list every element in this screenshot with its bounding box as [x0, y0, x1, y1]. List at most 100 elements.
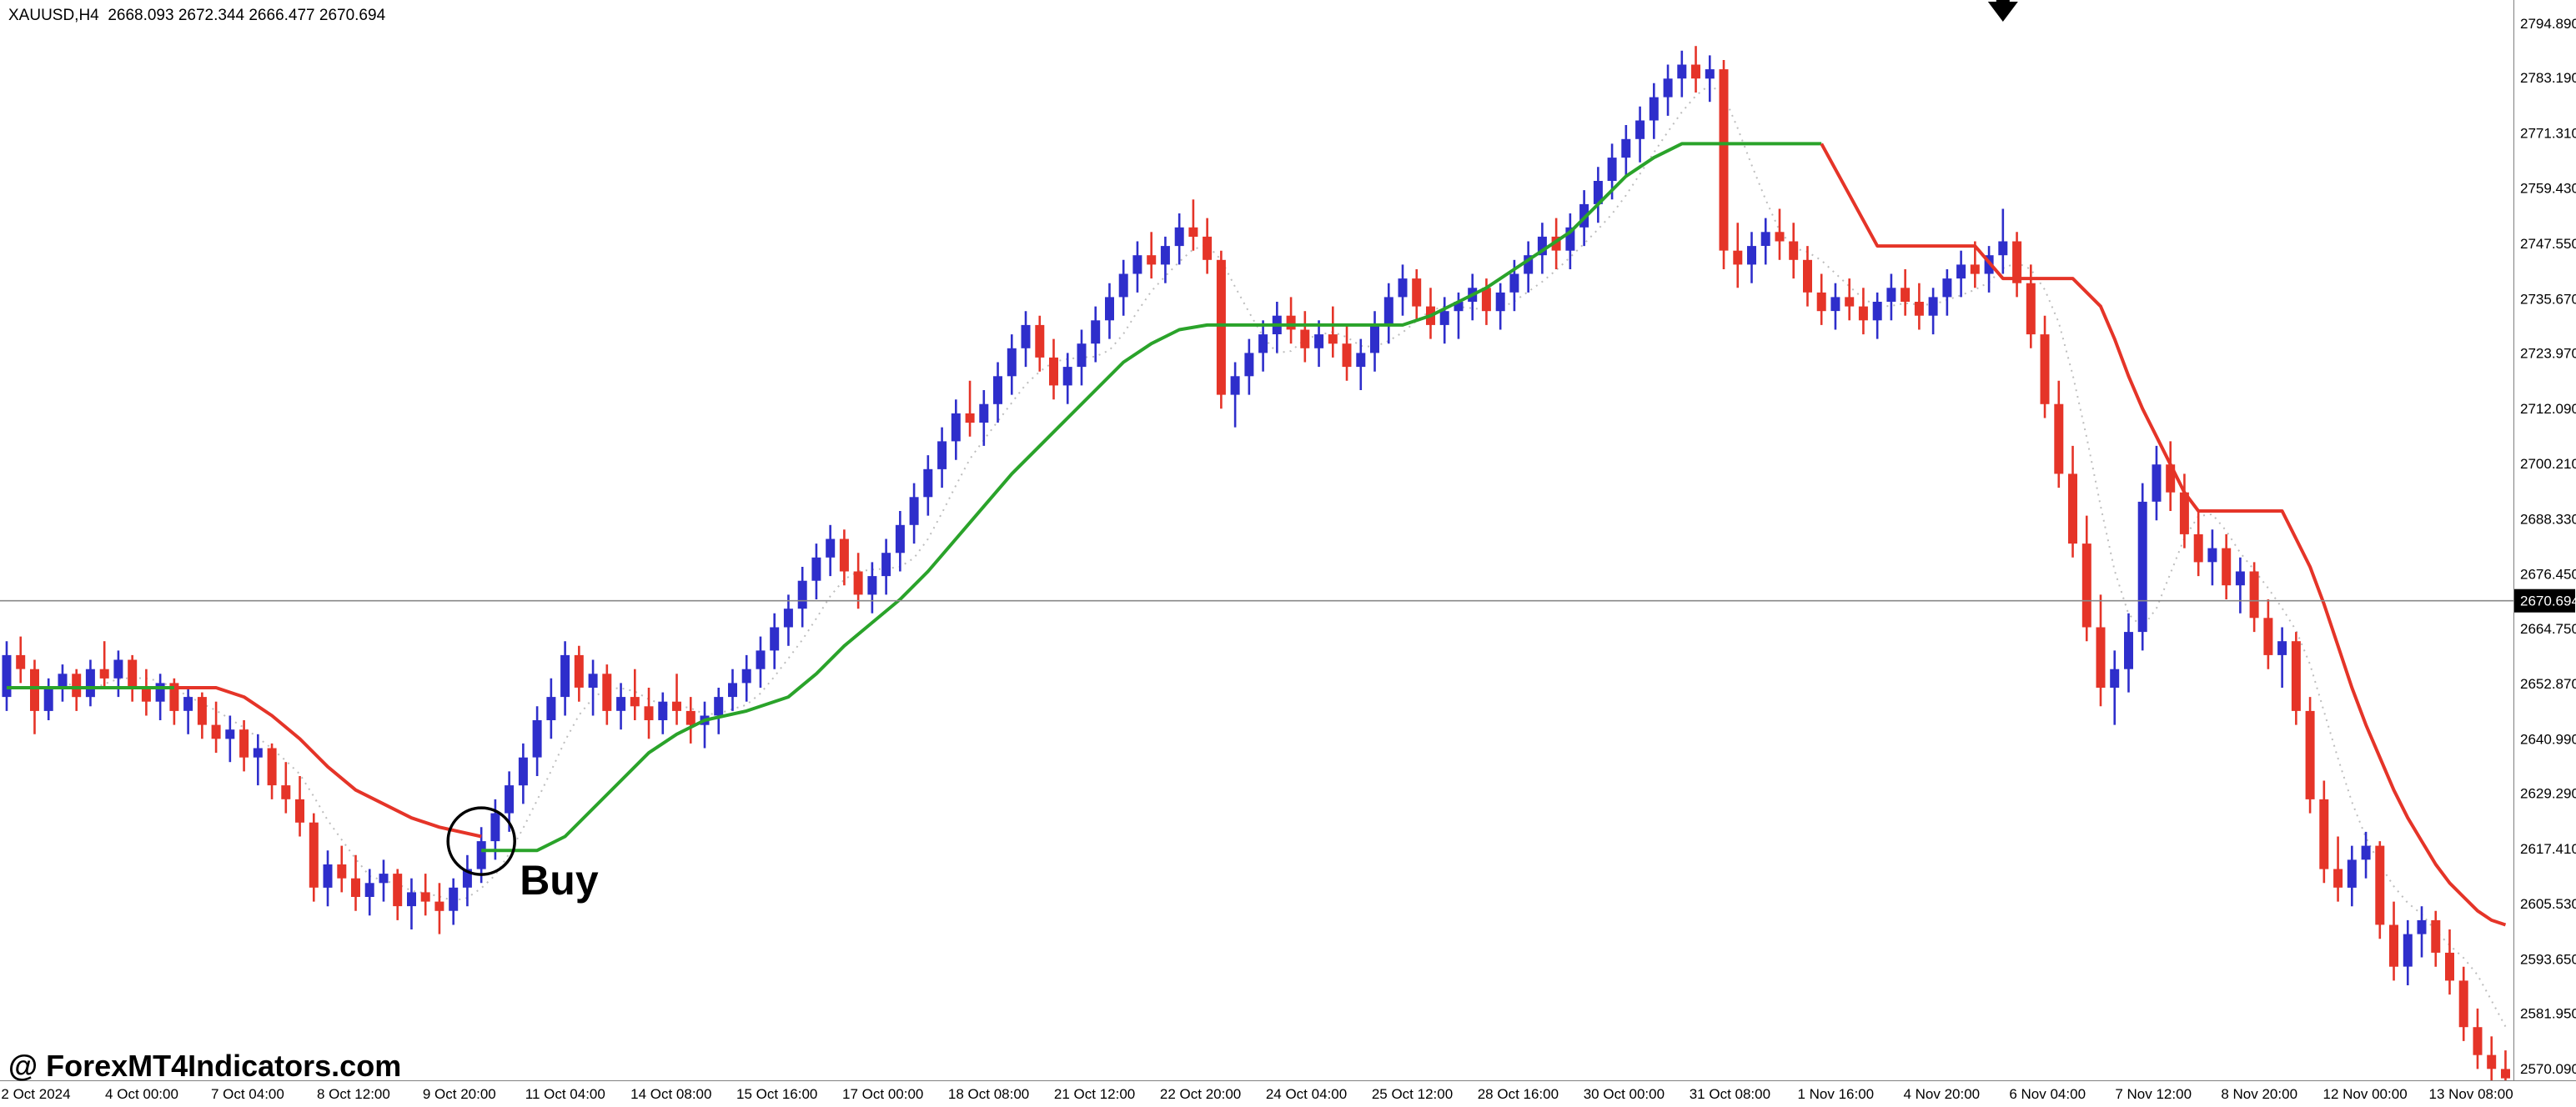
price-axis-label[interactable]: 2664.750: [2520, 621, 2576, 637]
candle-down: [30, 669, 39, 711]
candle-down: [1328, 334, 1338, 344]
candle-down: [630, 697, 640, 707]
candle-up: [43, 688, 53, 711]
candle-up: [2277, 641, 2287, 655]
candle-up: [1062, 367, 1072, 386]
candle-up: [951, 413, 961, 442]
candle-up: [113, 659, 123, 679]
ohlc-values: 2668.093 2672.344 2666.477 2670.694: [108, 7, 386, 24]
candle-up: [1398, 278, 1408, 298]
price-axis-label[interactable]: 2759.430: [2520, 181, 2576, 197]
candle-up: [783, 609, 793, 628]
candle-up: [1454, 302, 1464, 312]
time-axis-label[interactable]: 21 Oct 12:00: [1054, 1086, 1135, 1102]
price-axis-label[interactable]: 2771.310: [2520, 126, 2576, 142]
candle-down: [2333, 869, 2343, 888]
candle-down: [2068, 473, 2077, 544]
watermark: @ ForexMT4Indicators.com: [8, 1049, 402, 1083]
price-axis-label[interactable]: 2712.090: [2520, 401, 2576, 417]
time-axis-label[interactable]: 25 Oct 12:00: [1372, 1086, 1453, 1102]
time-axis-label[interactable]: 9 Oct 20:00: [423, 1086, 496, 1102]
candle-down: [2166, 464, 2176, 493]
down-arrow-icon: [1987, 0, 2018, 22]
candle-up: [616, 697, 626, 711]
candle-down: [1970, 264, 1980, 274]
candle-up: [546, 697, 556, 720]
time-axis-label[interactable]: 6 Nov 04:00: [2009, 1086, 2086, 1102]
time-axis-label[interactable]: 31 Oct 08:00: [1690, 1086, 1770, 1102]
candle-up: [1998, 241, 2008, 256]
candle-up: [1607, 158, 1617, 181]
time-axis-label[interactable]: 30 Oct 00:00: [1584, 1086, 1665, 1102]
time-axis-label[interactable]: 8 Nov 20:00: [2221, 1086, 2297, 1102]
time-axis-label[interactable]: 17 Oct 00:00: [842, 1086, 923, 1102]
price-axis-label[interactable]: 2570.090: [2520, 1061, 2576, 1077]
candle-down: [2096, 627, 2106, 688]
time-axis-label[interactable]: 22 Oct 20:00: [1160, 1086, 1241, 1102]
price-axis-label[interactable]: 2652.870: [2520, 676, 2576, 692]
price-axis-label[interactable]: 2593.650: [2520, 952, 2576, 968]
price-axis-label[interactable]: 2605.530: [2520, 896, 2576, 912]
candle-down: [574, 654, 584, 688]
time-axis-label[interactable]: 4 Nov 20:00: [1903, 1086, 1980, 1102]
price-axis-label[interactable]: 2783.190: [2520, 70, 2576, 86]
time-axis-label[interactable]: 28 Oct 16:00: [1478, 1086, 1559, 1102]
candle-up: [756, 650, 766, 669]
time-axis-label[interactable]: 1 Nov 16:00: [1797, 1086, 1874, 1102]
ma-dotted-line: [62, 83, 2507, 1028]
candle-down: [197, 697, 207, 725]
candle-up: [1649, 97, 1659, 121]
candle-down: [1300, 329, 1310, 348]
candle-up: [1524, 255, 1534, 274]
candle-up: [2417, 919, 2427, 934]
price-axis-label[interactable]: 2640.990: [2520, 731, 2576, 747]
candle-down: [420, 892, 430, 902]
price-axis-label[interactable]: 2617.410: [2520, 841, 2576, 857]
time-axis-label[interactable]: 11 Oct 04:00: [525, 1086, 605, 1102]
candle-up: [895, 524, 905, 554]
candle-down: [1342, 343, 1352, 368]
candle-down: [1691, 64, 1700, 79]
candle-up: [253, 748, 263, 758]
current-price-tag-label: 2670.694: [2520, 594, 2576, 609]
time-axis-label[interactable]: 24 Oct 04:00: [1266, 1086, 1347, 1102]
price-axis-label[interactable]: 2581.950: [2520, 1006, 2576, 1022]
candle-down: [1551, 236, 1561, 251]
time-axis-label[interactable]: 13 Nov 08:00: [2429, 1086, 2513, 1102]
time-axis-label[interactable]: 12 Nov 00:00: [2323, 1086, 2408, 1102]
candle-down: [2473, 1027, 2483, 1055]
time-axis-label[interactable]: 7 Oct 04:00: [211, 1086, 284, 1102]
candle-down: [2193, 533, 2203, 563]
candle-up: [937, 441, 947, 469]
candle-up: [728, 683, 737, 698]
time-axis-label[interactable]: 15 Oct 16:00: [736, 1086, 817, 1102]
candle-down: [1481, 288, 1491, 312]
price-axis-label[interactable]: 2676.450: [2520, 567, 2576, 583]
time-axis-label[interactable]: 4 Oct 00:00: [105, 1086, 178, 1102]
candle-up: [909, 497, 919, 525]
time-axis-label[interactable]: 2 Oct 2024: [1, 1086, 70, 1102]
price-axis-label[interactable]: 2747.550: [2520, 236, 2576, 252]
time-axis-label[interactable]: 8 Oct 12:00: [317, 1086, 390, 1102]
candle-up: [2124, 632, 2133, 669]
price-axis-label[interactable]: 2735.670: [2520, 291, 2576, 307]
candle-down: [2026, 283, 2036, 335]
candle-up: [58, 674, 68, 688]
time-axis-label[interactable]: 18 Oct 08:00: [948, 1086, 1029, 1102]
price-axis-label[interactable]: 2688.330: [2520, 511, 2576, 527]
candle-down: [128, 659, 138, 688]
price-axis-label[interactable]: 2723.970: [2520, 346, 2576, 362]
candle-down: [1901, 288, 1911, 302]
plot-area[interactable]: Buy: [0, 0, 2513, 1088]
candle-up: [1635, 120, 1645, 139]
price-axis-label[interactable]: 2700.210: [2520, 456, 2576, 472]
candle-up: [1007, 348, 1017, 377]
time-axis-label[interactable]: 14 Oct 08:00: [630, 1086, 711, 1102]
price-axis-label[interactable]: 2794.890: [2520, 16, 2576, 32]
candle-down: [2305, 710, 2315, 799]
time-axis-label[interactable]: 7 Nov 12:00: [2115, 1086, 2192, 1102]
candle-down: [1286, 315, 1296, 330]
price-axis-label[interactable]: 2629.290: [2520, 786, 2576, 802]
candle-down: [2431, 919, 2441, 953]
